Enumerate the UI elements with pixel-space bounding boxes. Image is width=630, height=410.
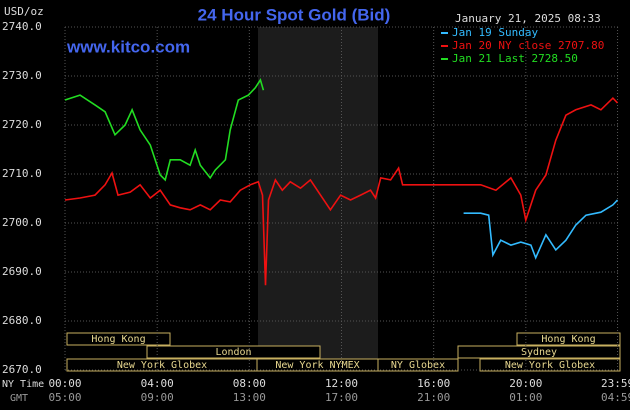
y-tick-label: 2740.0 xyxy=(2,20,42,33)
y-tick-label: 2690.0 xyxy=(2,265,42,278)
y-unit: USD/oz xyxy=(4,5,44,18)
gmt-label: GMT xyxy=(10,393,28,404)
timestamp: January 21, 2025 08:33 xyxy=(455,12,601,25)
price-line xyxy=(64,96,619,286)
session-label: Hong Kong xyxy=(541,334,595,345)
session-box xyxy=(457,345,621,359)
session-box xyxy=(66,332,171,346)
session-label: New York Globex xyxy=(505,360,595,371)
x-tick-label: 23:59 xyxy=(601,377,630,390)
y-tick-label: 2720.0 xyxy=(2,118,42,131)
legend-label: Jan 19 Sunday xyxy=(452,26,538,39)
session-box xyxy=(146,345,321,359)
y-tick-label: 2680.0 xyxy=(2,314,42,327)
session-label: NY Globex xyxy=(391,360,445,371)
x-tick-label: 04:00 xyxy=(141,377,174,390)
x-tick-label: 16:00 xyxy=(417,377,450,390)
x-tick-label: 00:00 xyxy=(48,377,81,390)
session-label: Hong Kong xyxy=(91,334,145,345)
session-box xyxy=(516,332,621,346)
y-tick-label: 2730.0 xyxy=(2,69,42,82)
y-tick-label: 2700.0 xyxy=(2,216,42,229)
source: www.kitco.com xyxy=(66,37,190,56)
x-tick-label: 12:00 xyxy=(325,377,358,390)
session-box xyxy=(479,358,621,372)
price-line xyxy=(463,199,619,260)
price-line xyxy=(64,77,265,182)
y-tick-label: 2710.0 xyxy=(2,167,42,180)
gmt-tick-label: 21:00 xyxy=(417,391,450,404)
chart-title: 24 Hour Spot Gold (Bid) xyxy=(198,5,391,24)
nymex-shade xyxy=(258,27,378,370)
y-tick-label: 2670.0 xyxy=(2,363,42,376)
session-label: London xyxy=(215,347,251,358)
x-tick-label: 20:00 xyxy=(509,377,542,390)
legend-label: Jan 21 Last 2728.50 xyxy=(452,52,578,65)
gmt-tick-label: 01:00 xyxy=(509,391,542,404)
x-tick-label: 08:00 xyxy=(233,377,266,390)
gmt-tick-label: 13:00 xyxy=(233,391,266,404)
gmt-tick-label: 17:00 xyxy=(325,391,358,404)
legend-label: Jan 20 NY close 2707.80 xyxy=(452,39,604,52)
ny-time-label: NY Time xyxy=(2,379,44,390)
session-box xyxy=(377,358,459,372)
session-label: New York NYMEX xyxy=(275,360,359,371)
session-label: Sydney xyxy=(521,347,557,358)
sessions: Hong Kong London New York Globex New York N… xyxy=(66,332,621,372)
gmt-tick-label: 04:59 xyxy=(601,391,630,404)
session-label: New York Globex xyxy=(117,360,207,371)
gmt-tick-label: 09:00 xyxy=(141,391,174,404)
gmt-tick-label: 05:00 xyxy=(48,391,81,404)
